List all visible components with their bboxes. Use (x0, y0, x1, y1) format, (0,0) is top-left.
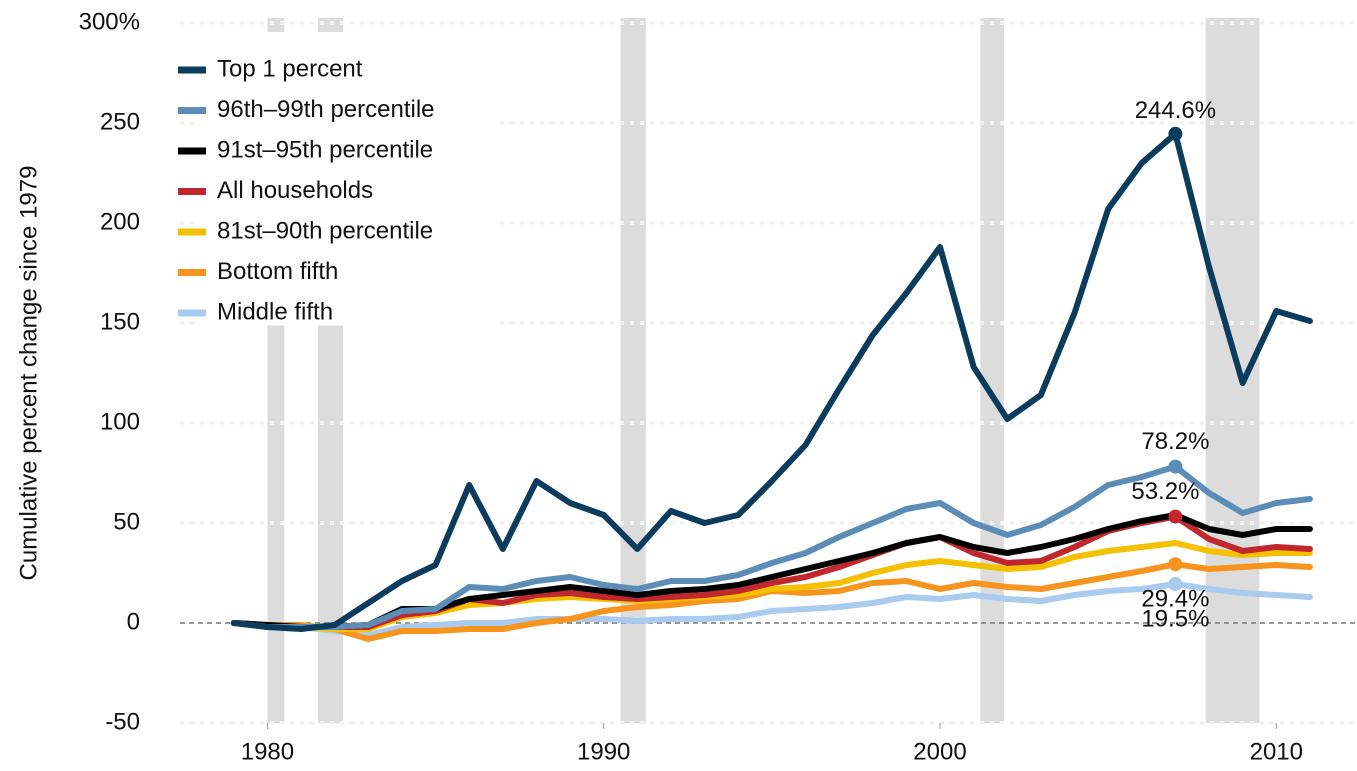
data-label: 19.5% (1141, 605, 1209, 632)
y-tick-label: 250 (100, 108, 140, 135)
series-line (230, 581, 1313, 638)
x-tick-label: 1980 (241, 738, 294, 765)
legend-background (200, 32, 500, 326)
y-tick-label: 150 (100, 308, 140, 335)
legend-label: All households (217, 177, 373, 204)
legend-label: Middle fifth (217, 298, 333, 325)
legend-label: Top 1 percent (217, 55, 363, 82)
highlight-dot (1168, 126, 1183, 141)
data-label: 29.4% (1141, 586, 1209, 613)
y-tick-label: 300% (79, 8, 140, 35)
highlight-dot (1168, 577, 1183, 591)
y-tick-label: 0 (127, 608, 140, 635)
legend-label: 91st–95th percentile (217, 136, 433, 163)
y-tick-label: 200 (100, 208, 140, 235)
series-line (230, 463, 1313, 630)
highlight-dot (1168, 509, 1183, 524)
y-tick-label: -50 (105, 708, 140, 735)
y-tick-label: 50 (113, 508, 140, 535)
x-tick-label: 1990 (577, 738, 630, 765)
data-label: 78.2% (1141, 428, 1209, 455)
series-line (230, 130, 1313, 632)
legend-label: 96th–99th percentile (217, 96, 435, 123)
y-tick-label: 100 (100, 408, 140, 435)
legend-label: Bottom fifth (217, 258, 338, 285)
y-axis-label: Cumulative percent change since 1979 (15, 166, 42, 581)
x-tick-label: 2000 (913, 738, 966, 765)
x-tick-label: 2010 (1250, 738, 1303, 765)
data-label: 53.2% (1131, 478, 1199, 505)
data-label: 244.6% (1135, 97, 1216, 124)
highlight-dot (1168, 459, 1183, 474)
highlight-dot (1168, 557, 1183, 572)
legend-label: 81st–90th percentile (217, 217, 433, 244)
